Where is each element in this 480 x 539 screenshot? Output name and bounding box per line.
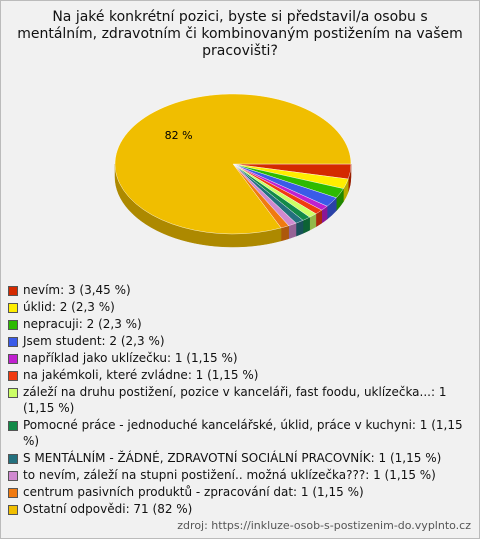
legend-swatch <box>8 303 18 313</box>
legend-label: centrum pasivních produktů - zpracování … <box>23 485 364 499</box>
pie-area: 82 % <box>114 93 352 248</box>
legend-item: Ostatní odpovědi: 71 (82 %) <box>8 501 468 517</box>
legend-item: úklid: 2 (2,3 %) <box>8 299 468 315</box>
legend-item: Jsem student: 2 (2,3 %) <box>8 333 468 349</box>
legend-label: Jsem student: 2 (2,3 %) <box>23 334 165 348</box>
legend-label: například jako uklízečku: 1 (1,15 %) <box>23 351 238 365</box>
legend-swatch <box>8 320 18 330</box>
legend-swatch <box>8 371 18 381</box>
legend-label: na jakémkoli, které zvládne: 1 (1,15 %) <box>23 368 259 382</box>
legend-item: to nevím, záleží na stupni postižení.. m… <box>8 467 468 483</box>
slice <box>114 93 352 235</box>
legend-item: nepracuji: 2 (2,3 %) <box>8 316 468 332</box>
legend-swatch <box>8 388 18 398</box>
legend-label: nepracuji: 2 (2,3 %) <box>23 317 142 331</box>
chart-title: Na jaké konkrétní pozici, byste si předs… <box>17 9 463 59</box>
legend-label: to nevím, záleží na stupni postižení.. m… <box>23 468 436 482</box>
legend-item: Pomocné práce - jednoduché kancelářské, … <box>8 417 468 449</box>
legend-item: nevím: 3 (3,45 %) <box>8 282 468 298</box>
legend: nevím: 3 (3,45 %) úklid: 2 (2,3 %) nepracu… <box>8 282 468 518</box>
legend-swatch <box>8 454 18 464</box>
legend-label: záleží na druhu postižení, pozice v kanc… <box>23 385 447 415</box>
legend-label: Ostatní odpovědi: 71 (82 %) <box>23 502 193 516</box>
legend-swatch <box>8 286 18 296</box>
data-label: 82 % <box>165 129 193 142</box>
legend-label: Pomocné práce - jednoduché kancelářské, … <box>23 418 463 448</box>
legend-item: centrum pasivních produktů - zpracování … <box>8 484 468 500</box>
legend-item: záleží na druhu postižení, pozice v kanc… <box>8 384 468 416</box>
legend-item: S MENTÁLNÍM - ŽÁDNÉ, ZDRAVOTNÍ SOCIÁLNÍ … <box>8 450 468 466</box>
legend-item: například jako uklízečku: 1 (1,15 %) <box>8 350 468 366</box>
legend-item: na jakémkoli, které zvládne: 1 (1,15 %) <box>8 367 468 383</box>
legend-swatch <box>8 505 18 515</box>
legend-label: nevím: 3 (3,45 %) <box>23 283 131 297</box>
legend-swatch <box>8 354 18 364</box>
legend-swatch <box>8 488 18 498</box>
legend-swatch <box>8 337 18 347</box>
legend-label: S MENTÁLNÍM - ŽÁDNÉ, ZDRAVOTNÍ SOCIÁLNÍ … <box>23 451 442 465</box>
legend-swatch <box>8 471 18 481</box>
legend-label: úklid: 2 (2,3 %) <box>23 300 115 314</box>
slice-side <box>280 225 289 242</box>
legend-swatch <box>8 421 18 431</box>
source: zdroj: https://inkluze-osob-s-postizenim… <box>177 519 471 532</box>
